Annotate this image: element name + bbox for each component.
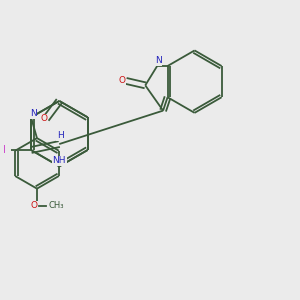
Text: I: I bbox=[3, 145, 6, 155]
Text: H: H bbox=[57, 131, 64, 140]
Text: O: O bbox=[119, 76, 126, 85]
Text: O: O bbox=[40, 114, 47, 123]
Text: N: N bbox=[155, 56, 162, 65]
Text: CH₃: CH₃ bbox=[48, 201, 64, 210]
Text: NH: NH bbox=[52, 157, 66, 166]
Text: O: O bbox=[31, 201, 38, 210]
Text: N: N bbox=[30, 109, 37, 118]
